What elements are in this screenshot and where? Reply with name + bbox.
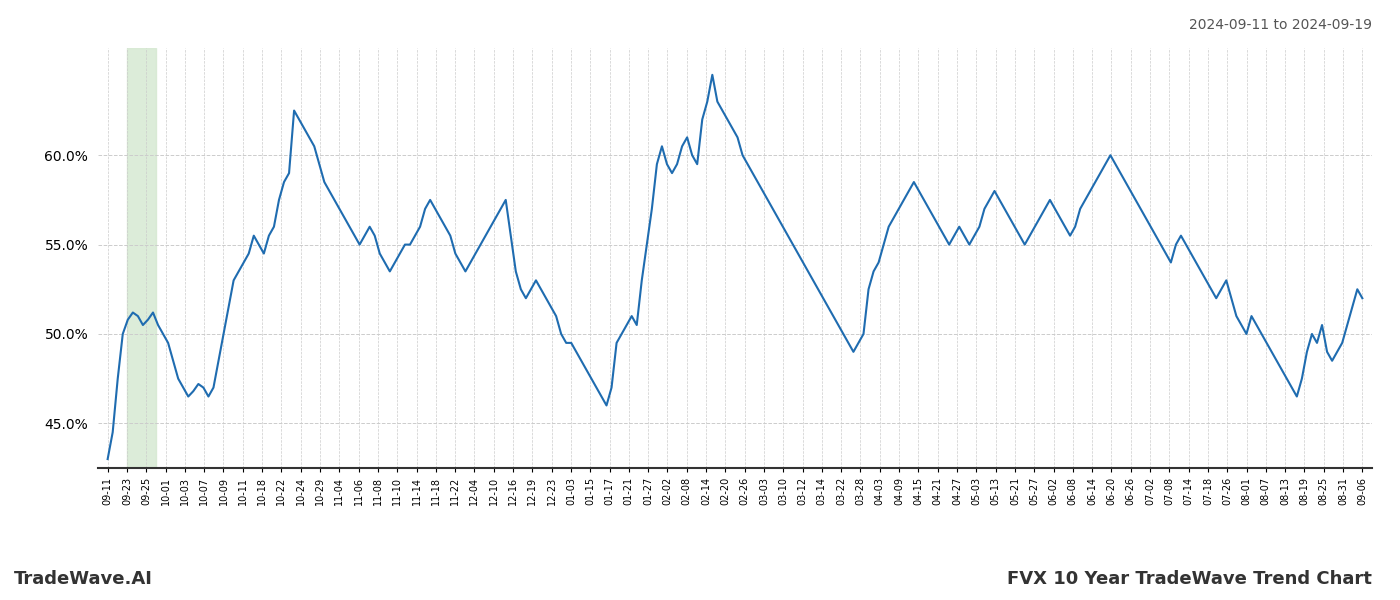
Text: TradeWave.AI: TradeWave.AI xyxy=(14,570,153,588)
Text: FVX 10 Year TradeWave Trend Chart: FVX 10 Year TradeWave Trend Chart xyxy=(1007,570,1372,588)
Text: 2024-09-11 to 2024-09-19: 2024-09-11 to 2024-09-19 xyxy=(1189,18,1372,32)
Bar xyxy=(127,48,155,468)
